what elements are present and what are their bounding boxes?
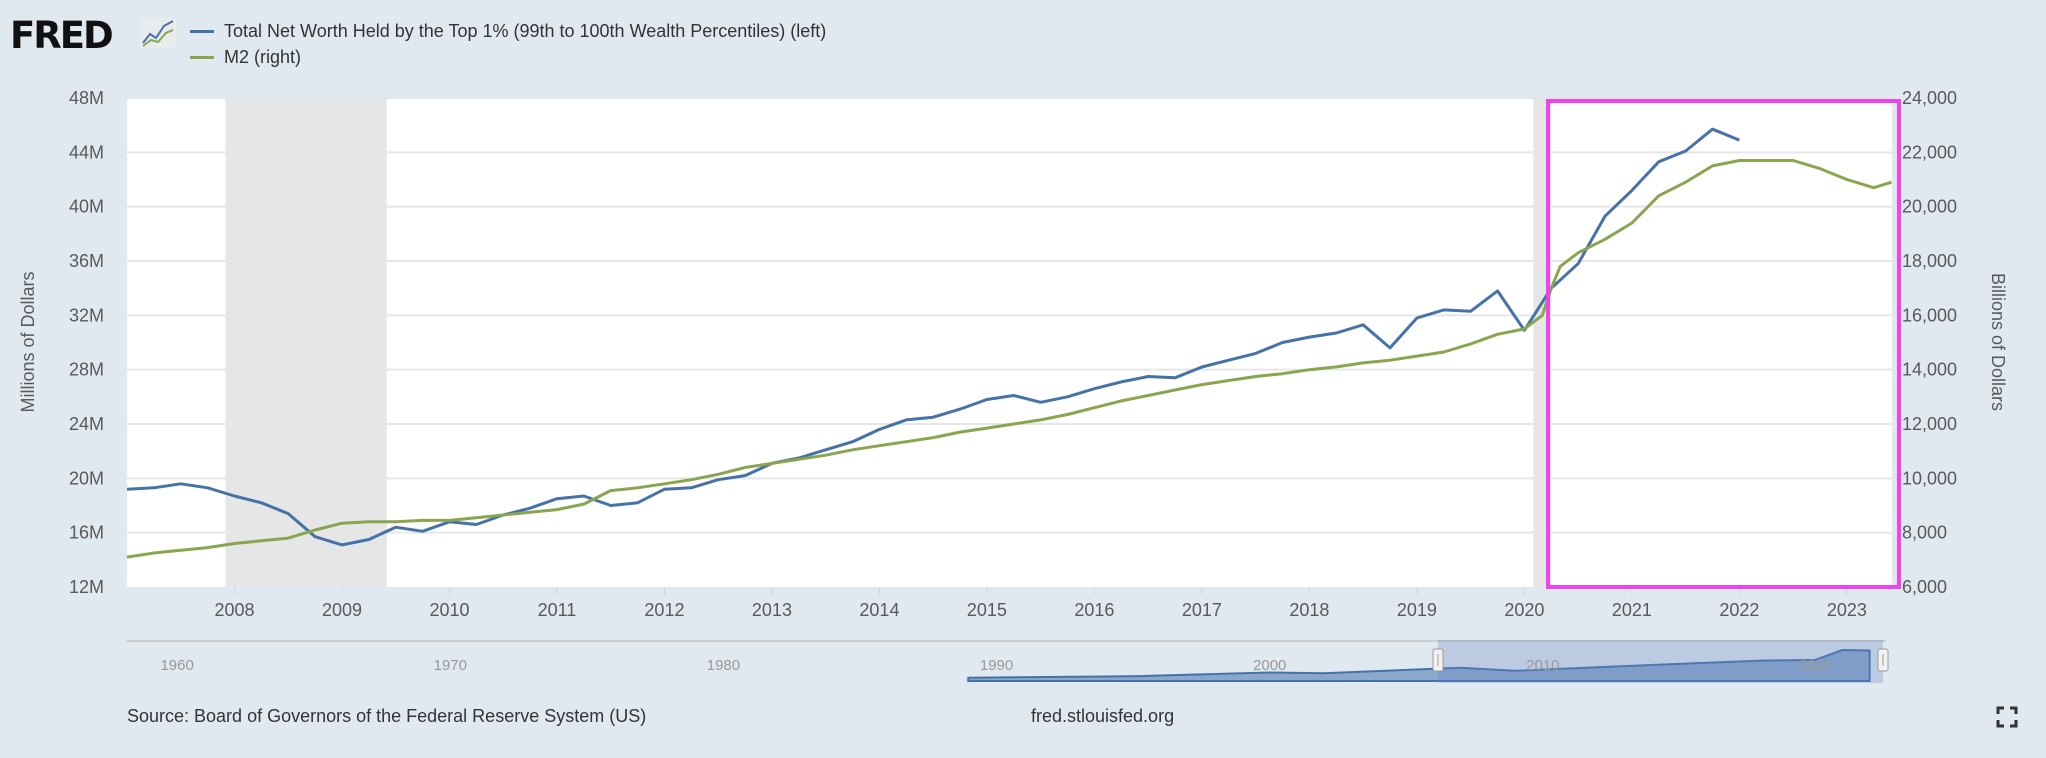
navigator-tick-label: 2000 <box>1253 657 1286 674</box>
navigator-tick-label: 1960 <box>160 657 193 674</box>
y-left-tick-label: 20M <box>69 468 104 488</box>
legend-label: M2 (right) <box>224 47 302 67</box>
y-left-tick-label: 48M <box>69 88 104 108</box>
y-right-tick-label: 20,000 <box>1902 197 1957 217</box>
x-tick-label: 2015 <box>967 600 1007 620</box>
plot-background <box>127 98 1892 587</box>
x-tick-label: 2018 <box>1289 600 1329 620</box>
x-tick-label: 2011 <box>538 600 577 620</box>
navigator-top-border <box>127 640 1886 642</box>
y-right-tick-label: 6,000 <box>1902 577 1947 597</box>
x-tick-label: 2022 <box>1719 600 1759 620</box>
y-right-tick-label: 14,000 <box>1902 360 1957 380</box>
recession-shading <box>225 98 387 587</box>
x-tick-label: 2013 <box>752 600 792 620</box>
x-tick-label: 2021 <box>1612 600 1652 620</box>
y-right-tick-label: 24,000 <box>1902 88 1957 108</box>
navigator-series <box>967 648 1871 682</box>
x-tick-label: 2008 <box>214 600 254 620</box>
navigator-tick-label: 2020 <box>1799 657 1832 674</box>
y-left-tick-label: 12M <box>69 577 104 597</box>
x-tick-label: 2017 <box>1182 600 1222 620</box>
legend-item-m2[interactable]: M2 (right) <box>190 47 301 68</box>
fred-logo-graph-icon <box>140 18 176 48</box>
legend-label: Total Net Worth Held by the Top 1% (99th… <box>224 21 827 41</box>
y-left-tick-label: 44M <box>69 142 104 162</box>
legend-swatch-blue <box>190 30 214 33</box>
y-right-tick-label: 18,000 <box>1902 251 1957 271</box>
fred-logo[interactable]: FRED <box>10 14 114 57</box>
highlight-box <box>1546 99 1901 589</box>
y-right-tick-label: 8,000 <box>1902 523 1947 543</box>
legend-swatch-green <box>190 56 214 59</box>
y-right-tick-label: 22,000 <box>1902 142 1957 162</box>
y-left-tick-label: 16M <box>69 523 104 543</box>
legend-item-net-worth[interactable]: Total Net Worth Held by the Top 1% (99th… <box>190 21 826 42</box>
navigator-selected-range <box>1438 640 1883 683</box>
fred-url-link[interactable]: fred.stlouisfed.org <box>1031 706 1175 726</box>
x-tick-label: 2019 <box>1397 600 1437 620</box>
navigator-tick-label: 1970 <box>434 657 467 674</box>
y-right-tick-label: 10,000 <box>1902 468 1957 488</box>
x-tick-label: 2009 <box>322 600 362 620</box>
y-left-tick-label: 28M <box>69 360 104 380</box>
navigator-tick-label: 1990 <box>980 657 1013 674</box>
series-line-net-worth <box>126 127 1740 547</box>
x-tick-label: 2020 <box>1504 600 1544 620</box>
y-right-tick-label: 16,000 <box>1902 305 1957 325</box>
series-line-m2 <box>126 159 1893 559</box>
y-left-tick-label: 40M <box>69 197 104 217</box>
source-text: Source: Board of Governors of the Federa… <box>127 706 647 726</box>
y-right-tick-label: 12,000 <box>1902 414 1957 434</box>
x-tick-label: 2023 <box>1827 600 1867 620</box>
navigator-tick-label: 2010 <box>1526 657 1559 674</box>
y-left-axis-title: Millions of Dollars <box>18 271 38 412</box>
x-tick-label: 2016 <box>1074 600 1114 620</box>
y-left-tick-label: 36M <box>69 251 104 271</box>
x-tick-label: 2014 <box>859 600 899 620</box>
y-left-tick-label: 32M <box>69 305 104 325</box>
y-left-tick-label: 24M <box>69 414 104 434</box>
navigator-tick-label: 1980 <box>707 657 740 674</box>
x-tick-label: 2010 <box>429 600 469 620</box>
y-right-axis-title: Billions of Dollars <box>1988 273 2008 411</box>
fullscreen-icon[interactable] <box>1996 706 2018 728</box>
x-tick-label: 2012 <box>644 600 684 620</box>
